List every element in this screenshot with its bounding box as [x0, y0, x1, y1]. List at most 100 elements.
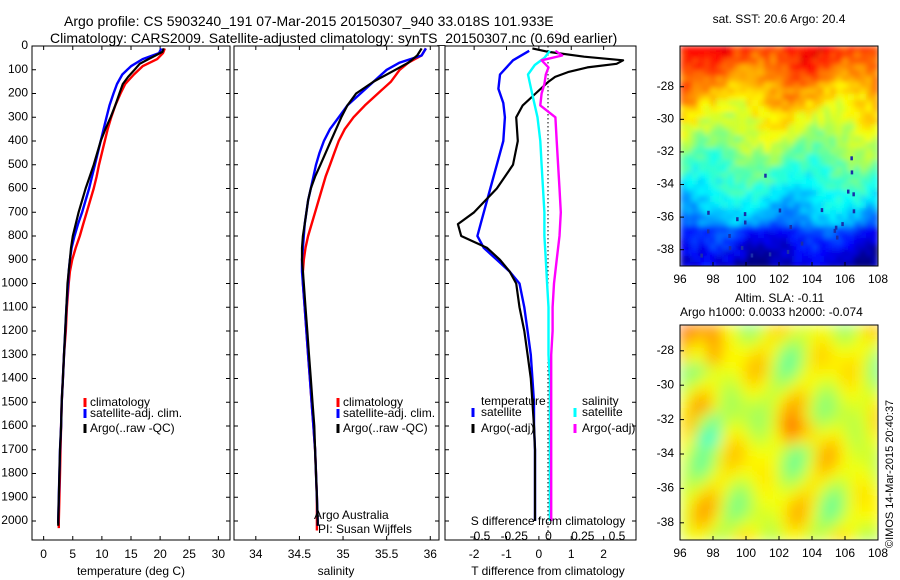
sst-cell: [866, 214, 873, 221]
sla-cell: [856, 469, 865, 478]
sst-cell: [680, 76, 687, 83]
sst-cell: [776, 124, 783, 131]
sst-cell: [734, 130, 741, 137]
legend-heading-temperature: temperature: [481, 394, 546, 408]
sst-cell: [848, 136, 855, 143]
sst-cell: [872, 160, 878, 167]
sla-cell: [720, 461, 729, 470]
sst-cell: [686, 82, 693, 89]
sst-cell: [722, 178, 729, 185]
sla-cell: [760, 397, 769, 406]
sst-cell: [854, 142, 861, 149]
sst-cell: [818, 112, 825, 119]
sla-cell: [768, 445, 777, 454]
x-tick-label: 5: [69, 547, 76, 561]
sla-cell: [744, 437, 753, 446]
sst-cell: [782, 244, 789, 251]
y-tick-label: 500: [8, 157, 28, 171]
sla-cell: [848, 533, 857, 540]
sst-cell: [788, 112, 795, 119]
map-y-tick-label: -38: [657, 242, 675, 256]
sst-cell: [782, 190, 789, 197]
sla-cell: [832, 477, 841, 486]
sst-cell: [848, 214, 855, 221]
sst-cell: [794, 238, 801, 245]
sst-cell: [818, 196, 825, 203]
sst-cell: [716, 256, 723, 263]
sla-cell: [760, 461, 769, 470]
sla-cell: [832, 445, 841, 454]
sla-cell: [832, 397, 841, 406]
sst-cell: [806, 112, 813, 119]
sst-cell: [872, 226, 878, 233]
sst-cell: [770, 94, 777, 101]
sst-cell: [758, 142, 765, 149]
sla-cell: [848, 413, 857, 422]
sst-cell: [824, 196, 831, 203]
sst-cell: [686, 208, 693, 215]
sst-cell: [860, 124, 867, 131]
sst-cell: [806, 220, 813, 227]
sla-cell: [800, 445, 809, 454]
sla-cell: [848, 461, 857, 470]
sst-cell: [800, 244, 807, 251]
sst-cell: [848, 262, 855, 266]
sla-cell: [792, 517, 801, 526]
sla-cell: [704, 421, 713, 430]
sst-cell: [776, 100, 783, 107]
sla-cell: [872, 533, 878, 540]
map-x-tick-label: 104: [802, 272, 822, 286]
sla-cell: [744, 397, 753, 406]
y-tick-label: 1400: [1, 371, 28, 385]
sst-cell: [788, 238, 795, 245]
sla-cell: [704, 509, 713, 518]
sst-cell: [866, 232, 873, 239]
y-tick-label: 400: [8, 133, 28, 147]
sst-cell: [812, 262, 819, 266]
sst-cell: [764, 118, 771, 125]
sst-cell: [860, 226, 867, 233]
sla-cell: [864, 517, 873, 526]
sst-cell: [758, 52, 765, 59]
sla-cell: [864, 357, 873, 366]
sst-cell: [842, 124, 849, 131]
sla-cell: [696, 421, 705, 430]
sst-cell: [800, 124, 807, 131]
sla-cell: [872, 429, 878, 438]
sst-cell: [830, 244, 837, 251]
sla-cell: [720, 373, 729, 382]
sst-cell: [686, 256, 693, 263]
sst-cell: [860, 118, 867, 125]
sst-cell: [788, 58, 795, 65]
sla-cell: [688, 413, 697, 422]
sst-cell: [686, 88, 693, 95]
sla-cell: [800, 341, 809, 350]
sst-cell: [764, 100, 771, 107]
sla-cell: [792, 453, 801, 462]
sst-cell: [782, 148, 789, 155]
sst-cell: [872, 100, 878, 107]
sst-cell: [722, 256, 729, 263]
sla-cell: [728, 381, 737, 390]
sla-cell: [712, 501, 721, 510]
sst-cell: [692, 70, 699, 77]
sst-cell: [854, 130, 861, 137]
sst-cell: [806, 136, 813, 143]
sst-cell: [680, 226, 687, 233]
sla-cell: [808, 373, 817, 382]
sla-cell: [776, 509, 785, 518]
sla-cell: [808, 485, 817, 494]
sla-cell: [752, 381, 761, 390]
sla-cell: [736, 485, 745, 494]
sst-cell: [866, 166, 873, 173]
sst-cell: [764, 154, 771, 161]
sla-cell: [784, 357, 793, 366]
sla-cell: [792, 381, 801, 390]
sst-cell: [782, 58, 789, 65]
sla-cell: [704, 365, 713, 374]
sst-cell: [788, 100, 795, 107]
sla-cell: [736, 533, 745, 540]
sst-cell: [782, 160, 789, 167]
sla-cell: [752, 533, 761, 540]
sla-cell: [744, 381, 753, 390]
